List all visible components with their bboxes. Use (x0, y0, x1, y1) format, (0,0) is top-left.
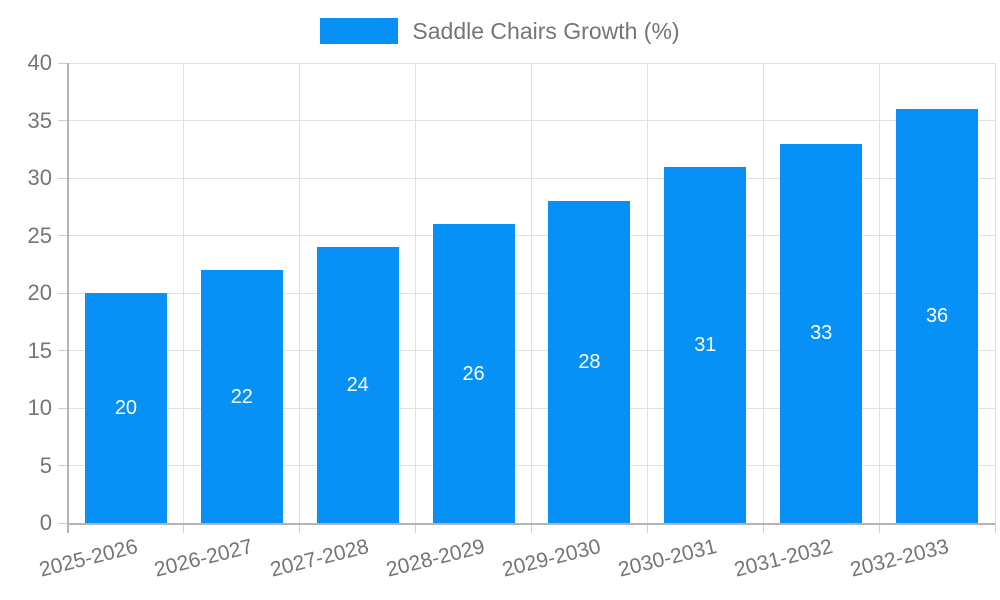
y-tick-label: 15 (27, 337, 52, 363)
bar[interactable] (780, 143, 863, 523)
x-tick-label: 2027-2028 (268, 535, 372, 582)
y-axis-tick (58, 350, 68, 351)
y-tick-label: 40 (27, 50, 52, 75)
legend-swatch-icon (320, 18, 399, 44)
bar[interactable] (432, 224, 515, 523)
v-gridline (415, 63, 417, 523)
bar[interactable] (84, 293, 167, 523)
v-gridline (299, 63, 301, 523)
bar[interactable] (896, 109, 979, 523)
v-gridline (531, 63, 532, 523)
x-tick-label: 2026-2027 (152, 535, 256, 582)
x-axis-tick (183, 523, 185, 533)
legend[interactable]: Saddle Chairs Growth (%) (0, 18, 1000, 44)
bar-value-label: 31 (694, 333, 717, 356)
v-gridline (762, 63, 764, 523)
y-axis-tick (58, 292, 68, 294)
bar[interactable] (664, 166, 747, 523)
v-gridline (183, 63, 185, 523)
x-axis-tick (299, 523, 301, 533)
x-tick-label: 2030-2031 (615, 535, 719, 582)
bar-value-label: 33 (810, 322, 833, 345)
bar-value-label: 28 (578, 351, 601, 373)
y-axis-line (67, 63, 69, 533)
y-axis-tick (58, 120, 68, 121)
x-axis-tick (878, 523, 880, 533)
y-tick-label: 5 (39, 452, 52, 478)
y-tick-label: 30 (27, 165, 52, 190)
x-axis-line (67, 523, 995, 525)
bar-value-label: 22 (230, 385, 253, 408)
bar-value-label: 26 (462, 362, 485, 385)
x-tick-label: 2025-2026 (36, 535, 140, 582)
y-tick-label: 35 (27, 107, 52, 133)
y-tick-label: 0 (39, 510, 52, 535)
y-tick-label: 10 (27, 395, 52, 420)
y-axis-tick (58, 407, 68, 409)
bar[interactable] (548, 201, 631, 523)
x-axis-tick (646, 523, 648, 533)
y-tick-label: 25 (27, 222, 52, 248)
x-tick-label: 2029-2030 (499, 535, 604, 582)
bar[interactable] (316, 247, 399, 523)
y-axis-tick (58, 465, 68, 466)
y-axis-tick (58, 235, 68, 236)
y-axis-tick (58, 62, 68, 64)
v-gridline (646, 63, 648, 523)
bar[interactable] (200, 270, 283, 523)
x-axis-tick (531, 523, 532, 533)
x-tick-label: 2032-2033 (847, 535, 951, 582)
x-axis-tick (762, 523, 764, 533)
x-tick-label: 2031-2032 (731, 535, 835, 582)
legend-label: Saddle Chairs Growth (%) (412, 18, 680, 44)
y-tick-label: 20 (27, 280, 52, 305)
y-axis-tick (58, 177, 68, 179)
x-axis-tick (994, 523, 996, 533)
x-axis-tick (415, 523, 417, 533)
bar-value-label: 20 (114, 397, 138, 419)
bar-value-label: 24 (346, 374, 369, 396)
v-gridline (878, 63, 880, 523)
bar-value-label: 36 (925, 305, 949, 327)
y-axis-tick (58, 522, 68, 524)
x-tick-label: 2028-2029 (384, 535, 488, 582)
v-gridline (994, 63, 996, 523)
